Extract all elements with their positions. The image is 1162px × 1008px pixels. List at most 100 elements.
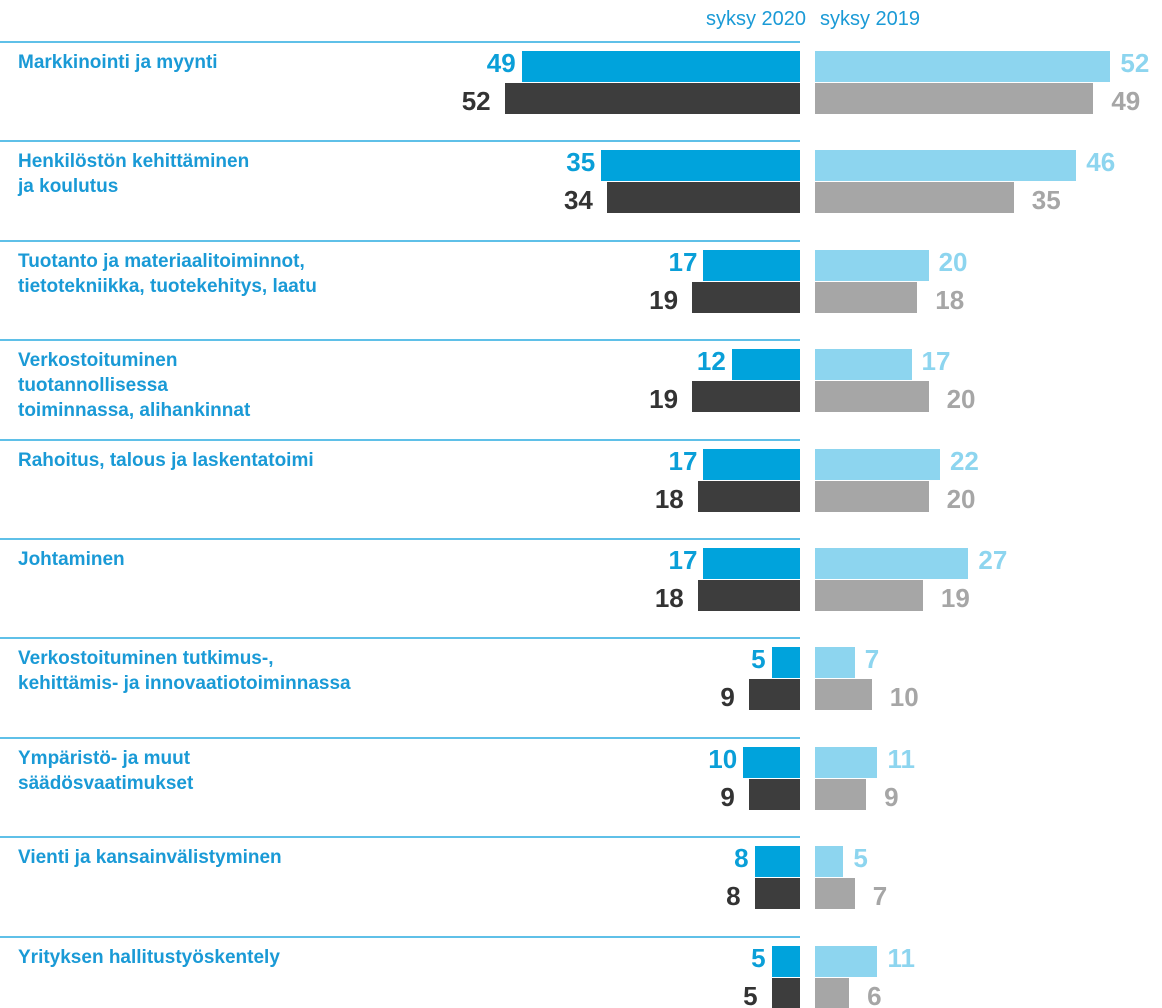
category-label: Verkostoituminen tuotannollisessa toimin… — [18, 350, 251, 422]
bar — [815, 349, 912, 381]
value-label: 11 — [887, 743, 915, 774]
value-label: 10 — [889, 682, 919, 713]
value-label: 9 — [884, 781, 899, 812]
value-label: 17 — [668, 445, 698, 476]
bar — [815, 846, 844, 878]
panel-title: syksy 2019 — [820, 8, 921, 30]
bar — [692, 281, 800, 313]
bar — [815, 580, 923, 611]
bar — [748, 778, 800, 810]
bar — [815, 249, 929, 281]
value-label: 34 — [563, 185, 593, 216]
bar — [815, 746, 878, 778]
bar — [815, 480, 929, 512]
value-label: 9 — [720, 682, 735, 713]
bar — [703, 548, 800, 579]
bar — [748, 679, 800, 711]
value-label: 52 — [461, 86, 491, 116]
row-separator — [0, 836, 800, 839]
value-label: 19 — [940, 583, 970, 613]
value-label: 22 — [949, 445, 979, 476]
value-label: 8 — [726, 881, 741, 912]
bar — [815, 150, 1077, 182]
bar — [815, 381, 929, 413]
value-label: 17 — [668, 246, 698, 277]
value-label: 9 — [720, 781, 735, 812]
bar — [815, 281, 918, 313]
row-separator — [0, 935, 800, 938]
category-label: Vienti ja kansainvälistyminen — [18, 847, 282, 869]
category-label: Ympäristö- ja muut säädösvaatimukset — [18, 747, 194, 794]
value-label: 46 — [1086, 147, 1116, 178]
value-label: 19 — [649, 284, 679, 315]
category-label: Henkilöstön kehittäminen ja koulutus — [18, 151, 250, 198]
value-label: 10 — [708, 743, 738, 774]
value-label: 19 — [649, 384, 679, 415]
value-label: 20 — [938, 246, 968, 277]
category-label: Yrityksen hallitustyöskentely — [18, 946, 280, 968]
bar — [703, 249, 800, 281]
bar — [815, 878, 855, 910]
row-separator — [0, 140, 800, 143]
value-label: 5 — [751, 942, 766, 973]
value-label: 8 — [734, 843, 749, 874]
category-label: Rahoitus, talous ja laskentatoimi — [18, 449, 314, 471]
bar — [703, 448, 800, 480]
row-separator — [0, 538, 800, 540]
row-separator — [0, 339, 800, 342]
value-label: 35 — [566, 147, 596, 178]
bar — [692, 381, 800, 413]
bar — [815, 182, 1014, 214]
bar — [815, 679, 872, 711]
row-separator — [0, 637, 800, 640]
value-label: 20 — [946, 384, 976, 415]
value-label: 5 — [743, 980, 758, 1008]
bar — [601, 150, 800, 182]
value-label: 27 — [978, 545, 1008, 575]
bar — [521, 51, 800, 82]
value-label: 49 — [486, 48, 516, 78]
row-separator — [0, 41, 800, 43]
category-label: Verkostoituminen tutkimus-, kehittämis- … — [18, 648, 351, 695]
category-label: Tuotanto ja materiaalitoiminnot, tietote… — [18, 250, 317, 297]
category-label: Markkinointi ja myynti — [18, 52, 218, 73]
bar — [697, 580, 800, 611]
value-label: 35 — [1031, 185, 1061, 216]
bar — [771, 977, 800, 1008]
value-label: 52 — [1120, 48, 1150, 78]
value-label: 17 — [668, 545, 698, 575]
bar — [743, 746, 800, 778]
value-label: 7 — [872, 881, 888, 912]
bar — [815, 548, 969, 579]
bar — [754, 846, 800, 878]
bar — [815, 945, 878, 977]
value-label: 18 — [654, 483, 684, 514]
bar — [815, 448, 940, 480]
value-label: 17 — [921, 346, 951, 377]
category-label: Johtaminen — [18, 549, 125, 570]
bar — [815, 647, 855, 679]
panel-title: syksy 2020 — [705, 8, 806, 30]
bar — [771, 945, 800, 977]
bar — [504, 83, 800, 114]
bar — [697, 480, 800, 512]
value-label: 7 — [864, 644, 880, 675]
bar — [815, 51, 1111, 82]
bar — [771, 647, 800, 679]
value-label: 12 — [696, 346, 726, 377]
row-separator — [0, 736, 800, 739]
bar — [754, 878, 800, 910]
value-label: 6 — [867, 980, 882, 1008]
value-label: 5 — [751, 644, 766, 675]
row-separator — [0, 239, 800, 242]
bar — [606, 182, 800, 214]
value-label: 5 — [853, 843, 868, 874]
value-label: 20 — [946, 483, 976, 514]
bar — [815, 977, 850, 1008]
bar — [815, 83, 1094, 114]
row-separator — [0, 438, 800, 441]
value-label: 18 — [654, 583, 684, 613]
value-label: 49 — [1111, 86, 1141, 116]
bar — [815, 778, 867, 810]
